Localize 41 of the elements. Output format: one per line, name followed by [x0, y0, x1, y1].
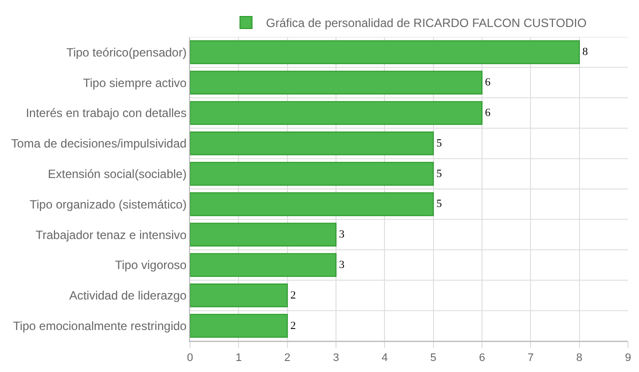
data-label: 6: [485, 76, 491, 89]
legend-label: Gráfica de personalidad de RICARDO FALCON CUSTODIO: [266, 16, 587, 30]
x-tick-label: 5: [430, 352, 436, 364]
y-tick-label: Tipo siempre activo: [83, 76, 187, 90]
bar: [190, 101, 482, 125]
data-label: 5: [436, 137, 442, 150]
y-tick-label: Actividad de liderazgo: [69, 288, 187, 303]
data-label: 2: [290, 320, 296, 332]
y-tick-label: Tipo emocionalmente restringido: [12, 319, 187, 333]
y-tick-label: Tipo vigoroso: [115, 258, 187, 272]
y-tick-label: Interés en trabajo con detalles: [26, 106, 187, 120]
y-tick-label: Extensión social(sociable): [48, 167, 187, 181]
y-tick-label: Tipo organizado (sistemático): [30, 197, 187, 212]
bar: [190, 192, 434, 216]
bar: [190, 284, 288, 308]
bar: [190, 40, 580, 64]
data-label: 3: [339, 228, 345, 241]
y-tick-label: Trabajador tenaz e intensivo: [36, 228, 187, 242]
x-tick-label: 1: [236, 352, 242, 364]
data-label: 2: [290, 289, 296, 302]
x-tick-label: 2: [284, 352, 290, 364]
x-tick-label: 6: [478, 352, 486, 364]
y-tick-label: Toma de decisiones/impulsividad: [11, 136, 187, 151]
bar: [190, 253, 336, 277]
y-tick-label: Tipo teórico(pensador): [66, 45, 187, 60]
data-label: 8: [582, 46, 588, 58]
x-tick-label: 3: [332, 352, 340, 364]
x-tick-label: 4: [382, 352, 388, 364]
x-tick-label: 9: [624, 352, 632, 364]
data-label: 6: [485, 107, 491, 119]
bar: [190, 162, 434, 186]
data-label: 5: [436, 168, 442, 180]
bar: [190, 222, 336, 246]
x-tick-label: 0: [186, 352, 194, 364]
x-tick-label: 8: [576, 352, 582, 364]
x-tick-label: 7: [528, 352, 534, 364]
bar: [190, 70, 482, 94]
bar: [190, 314, 288, 338]
data-label: 3: [339, 259, 345, 271]
data-label: 5: [436, 198, 442, 210]
bar: [190, 132, 434, 156]
